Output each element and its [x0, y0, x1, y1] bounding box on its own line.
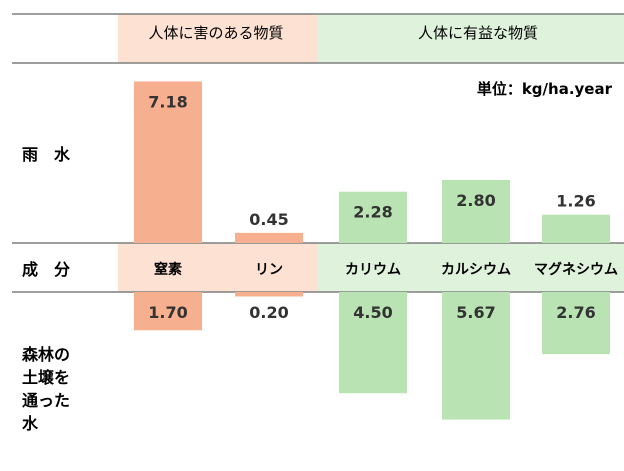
series-label-forest-line-2: 土壌を: [22, 368, 70, 387]
category-label-nitrogen: 窒素: [154, 261, 182, 278]
beneficial-header-label: 人体に有益な物質: [418, 24, 538, 42]
series-label-forest-line-3: 通った: [22, 391, 70, 410]
harmful-header-band: [118, 14, 318, 63]
category-label-calcium: カルシウム: [441, 262, 511, 278]
rain-value-label-phosphorus: 0.45: [249, 210, 288, 229]
beneficial-row-band: [318, 243, 624, 292]
beneficial-header-band: [318, 14, 624, 63]
category-label-phosphorus: リン: [255, 262, 283, 278]
series-label-rain: 雨 水: [22, 145, 71, 164]
series-label-forest: 森林の 土壌を 通った 水: [22, 345, 70, 433]
forest-bar-phosphorus: [235, 292, 303, 297]
rain-bar-phosphorus: [235, 232, 303, 243]
series-label-forest-line-1: 森林の: [22, 345, 70, 364]
category-label-potassium: カリウム: [345, 262, 401, 278]
forest-value-label-calcium: 5.67: [456, 303, 495, 322]
forest-bar-magnesium: [542, 292, 610, 355]
axis-row-label: 成 分: [22, 260, 70, 279]
series-label-forest-line-4: 水: [22, 414, 39, 433]
rain-bar-calcium: [442, 180, 510, 243]
harmful-row-band: [118, 243, 318, 292]
rain-value-label-nitrogen: 7.18: [148, 92, 187, 111]
rain-bar-magnesium: [542, 214, 610, 243]
forest-bar-nitrogen: [134, 292, 202, 331]
rain-bar-potassium: [339, 191, 407, 243]
bars-layer: 7.18 0.45 2.28 2.80 1.26 1.70 0.20 4.50 5.67 2.76: [134, 81, 610, 420]
unit-label: 単位：kg/ha.year: [477, 80, 613, 98]
rain-value-label-magnesium: 1.26: [556, 192, 595, 211]
harmful-header-label: 人体に害のある物質: [148, 24, 283, 42]
rain-bar-nitrogen: [134, 81, 202, 243]
forest-value-label-magnesium: 2.76: [556, 303, 595, 322]
category-label-magnesium: マグネシウム: [534, 261, 618, 278]
forest-value-label-potassium: 4.50: [353, 303, 392, 322]
rain-value-label-potassium: 2.28: [353, 203, 392, 222]
forest-value-label-phosphorus: 0.20: [249, 303, 288, 322]
forest-bar-calcium: [442, 292, 510, 420]
forest-bar-potassium: [339, 292, 407, 394]
rain-value-label-calcium: 2.80: [456, 191, 495, 210]
forest-value-label-nitrogen: 1.70: [148, 303, 187, 322]
